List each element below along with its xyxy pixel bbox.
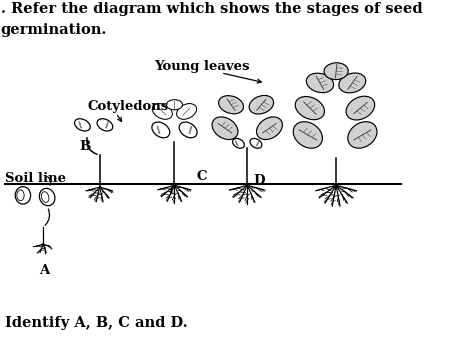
Ellipse shape [219,96,244,114]
Ellipse shape [212,117,238,140]
Ellipse shape [324,63,348,80]
Text: D: D [254,174,265,187]
Ellipse shape [40,188,55,206]
Ellipse shape [339,73,366,93]
Text: Cotyledons: Cotyledons [88,100,169,113]
Ellipse shape [152,122,170,138]
Text: C: C [197,170,207,183]
Ellipse shape [233,139,244,148]
Ellipse shape [249,95,274,114]
Ellipse shape [177,103,197,119]
Ellipse shape [250,139,262,148]
Ellipse shape [15,187,31,204]
Ellipse shape [306,73,334,93]
Text: B: B [80,140,91,153]
Ellipse shape [75,119,90,131]
Ellipse shape [152,103,172,119]
Ellipse shape [346,96,375,120]
Ellipse shape [17,190,24,201]
Text: . Refer the diagram which shows the stages of seed: . Refer the diagram which shows the stag… [0,2,422,17]
Ellipse shape [295,96,324,120]
Ellipse shape [348,122,377,148]
Ellipse shape [97,119,113,131]
Ellipse shape [256,117,282,140]
Text: Identify A, B, C and D.: Identify A, B, C and D. [5,315,187,330]
Ellipse shape [41,192,49,202]
Ellipse shape [293,122,322,148]
Text: Young leaves: Young leaves [154,60,250,73]
Text: Soil line: Soil line [5,172,66,185]
Text: A: A [39,264,49,277]
Ellipse shape [166,100,183,110]
Text: germination.: germination. [0,23,107,36]
Ellipse shape [179,122,197,138]
